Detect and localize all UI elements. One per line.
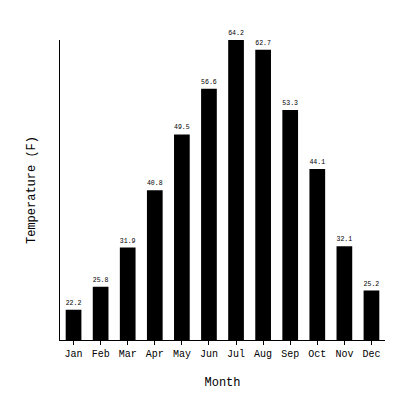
svg-text:Aug: Aug <box>254 349 272 360</box>
svg-text:Oct: Oct <box>308 349 326 360</box>
svg-text:Apr: Apr <box>146 349 164 360</box>
svg-text:25.2: 25.2 <box>364 281 380 288</box>
svg-text:64.2: 64.2 <box>228 30 244 37</box>
svg-text:40.8: 40.8 <box>147 180 163 187</box>
svg-text:Jan: Jan <box>65 349 83 360</box>
svg-text:Dec: Dec <box>362 349 380 360</box>
svg-text:53.3: 53.3 <box>282 100 298 107</box>
svg-text:Temperature (F): Temperature (F) <box>25 136 39 244</box>
svg-text:56.6: 56.6 <box>201 79 217 86</box>
svg-text:44.1: 44.1 <box>309 159 325 166</box>
svg-text:Sep: Sep <box>281 349 299 360</box>
svg-text:May: May <box>173 349 191 360</box>
svg-text:Mar: Mar <box>119 349 137 360</box>
svg-text:62.7: 62.7 <box>255 40 271 47</box>
svg-text:Jun: Jun <box>200 349 218 360</box>
svg-text:Nov: Nov <box>335 349 353 360</box>
svg-text:31.9: 31.9 <box>120 238 136 245</box>
svg-text:Jul: Jul <box>227 349 245 360</box>
svg-text:32.1: 32.1 <box>337 236 353 243</box>
svg-text:22.2: 22.2 <box>66 300 82 307</box>
svg-text:Feb: Feb <box>92 349 110 360</box>
svg-text:49.5: 49.5 <box>174 124 190 131</box>
svg-text:Month: Month <box>204 376 240 390</box>
svg-text:25.8: 25.8 <box>93 277 109 284</box>
